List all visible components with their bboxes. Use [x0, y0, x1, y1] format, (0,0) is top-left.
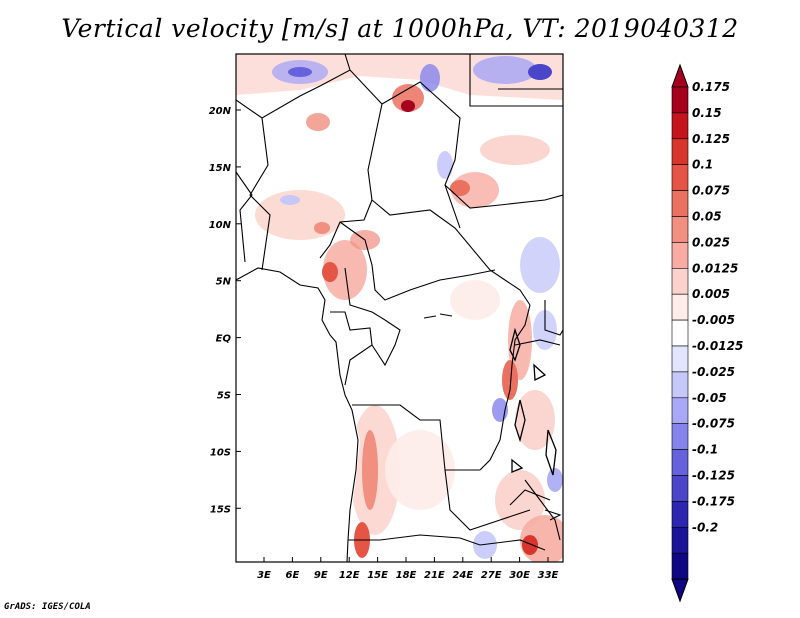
colorbar-segment [671, 86, 689, 114]
colorbar-label: 0.1 [692, 158, 713, 172]
colorbar-label: -0.2 [692, 520, 718, 534]
colorbar-top-arrow [671, 63, 689, 88]
grads-credit: GrADS: IGES/COLA [4, 602, 91, 612]
lon-label: 3E [257, 570, 271, 581]
colorbar-segment [671, 138, 689, 166]
colorbar-label: -0.025 [692, 365, 735, 379]
colorbar-label: -0.05 [692, 391, 727, 405]
colorbar-label: 0.125 [692, 132, 730, 146]
colorbar-segment [671, 190, 689, 217]
colorbar-segment [671, 164, 689, 191]
colorbar-segment [671, 423, 689, 450]
colorbar-label: 0.075 [692, 184, 730, 198]
lon-label: 6E [286, 570, 300, 581]
lon-label: 15E [367, 570, 388, 581]
colorbar-segment [671, 501, 689, 528]
colorbar-label: -0.125 [692, 469, 735, 483]
velocity-shading [236, 54, 563, 562]
colorbar-segment [671, 397, 689, 424]
country-boundaries [236, 54, 563, 562]
colorbar-label: 0.005 [692, 287, 730, 301]
map-frame [235, 53, 564, 563]
colorbar-label: 0.025 [692, 235, 730, 249]
colorbar-segment [671, 293, 689, 321]
colorbar-label: 0.0125 [692, 261, 738, 275]
colorbar-segment [671, 475, 689, 502]
chart-title: Vertical velocity [m/s] at 1000hPa, VT: … [61, 14, 739, 43]
latitude-axis: 20N 15N 10N 5N EQ 5S 10S 15S [209, 106, 241, 515]
colorbar-label: -0.005 [692, 313, 735, 327]
colorbar-segment [671, 552, 689, 580]
lon-label: 30E [509, 570, 530, 581]
colorbar: 0.175 0.15 0.125 0.1 0.075 0.05 0.025 0.0125 0.0… [671, 63, 743, 603]
colorbar-label: 0.05 [692, 210, 722, 224]
lon-label: 21E [424, 570, 445, 581]
colorbar-label: -0.1 [692, 443, 718, 457]
lon-label: 12E [339, 570, 360, 581]
colorbar-segment [671, 216, 689, 243]
colorbar-segment [671, 267, 689, 295]
lon-label: 9E [314, 570, 328, 581]
colorbar-segment [671, 319, 689, 347]
colorbar-label: -0.075 [692, 417, 735, 431]
colorbar-segment [671, 449, 689, 476]
colorbar-segment [671, 345, 689, 373]
lat-label: EQ [216, 334, 232, 345]
colorbar-segment [671, 242, 689, 269]
lat-label: 20N [209, 106, 232, 117]
colorbar-segment [671, 371, 689, 399]
lat-label: 10S [210, 447, 231, 458]
colorbar-label: -0.0125 [692, 339, 743, 353]
lat-label: 5S [217, 391, 231, 402]
lat-label: 15N [209, 163, 232, 174]
lon-label: 18E [396, 570, 417, 581]
colorbar-label: 0.175 [692, 80, 730, 94]
lat-label: 10N [209, 220, 232, 231]
colorbar-segment [671, 112, 689, 140]
lon-label: 24E [452, 570, 473, 581]
colorbar-bottom-arrow [671, 578, 689, 603]
lat-label: 15S [210, 504, 231, 515]
colorbar-label: 0.15 [692, 106, 722, 120]
colorbar-label: -0.175 [692, 494, 735, 508]
colorbar-segment [671, 526, 689, 554]
lat-label: 5N [216, 277, 232, 288]
lon-label: 27E [481, 570, 502, 581]
lon-label: 33E [538, 570, 559, 581]
longitude-axis: 3E 6E 9E 12E 15E 18E 21E 24E 27E 30E 33E [257, 557, 559, 581]
